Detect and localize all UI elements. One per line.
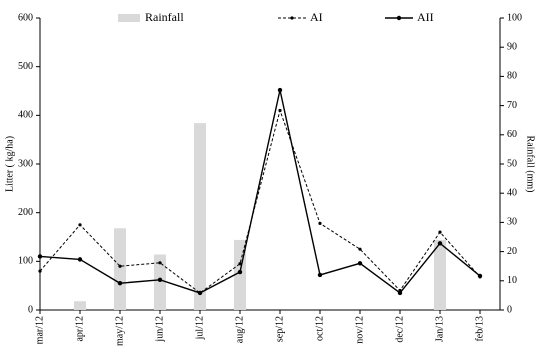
x-tick-label: jun/12 bbox=[154, 316, 165, 343]
y-tick-label: 600 bbox=[18, 12, 33, 23]
y-tick-label: 400 bbox=[18, 110, 33, 121]
marker bbox=[277, 87, 283, 93]
legend-marker bbox=[290, 16, 294, 20]
y2-axis-label: Rainfall (mm) bbox=[525, 136, 536, 193]
x-tick-label: aug/12 bbox=[234, 316, 245, 343]
y2-tick-label: 10 bbox=[507, 275, 517, 286]
y2-tick-label: 50 bbox=[507, 158, 517, 169]
marker bbox=[238, 262, 242, 266]
marker bbox=[77, 257, 83, 262]
y2-tick-label: 80 bbox=[507, 71, 517, 82]
legend-label: Rainfall bbox=[145, 10, 184, 24]
x-tick-label: mar/12 bbox=[34, 316, 45, 344]
marker bbox=[118, 264, 122, 268]
marker bbox=[357, 261, 363, 266]
bar bbox=[154, 254, 166, 310]
y2-tick-label: 0 bbox=[507, 304, 512, 315]
bar bbox=[114, 228, 126, 310]
y2-tick-label: 70 bbox=[507, 100, 517, 111]
y2-tick-label: 90 bbox=[507, 41, 517, 52]
y2-tick-label: 60 bbox=[507, 129, 517, 140]
y2-tick-label: 20 bbox=[507, 246, 517, 257]
line bbox=[39, 89, 481, 294]
marker bbox=[358, 247, 362, 251]
y2-tick-label: 40 bbox=[507, 187, 517, 198]
y2-tick-label: 30 bbox=[507, 217, 517, 228]
x-tick-label: oct/12 bbox=[314, 316, 325, 341]
bar bbox=[434, 239, 446, 310]
x-tick-label: sep/12 bbox=[274, 316, 285, 342]
x-tick-label: feb/13 bbox=[474, 316, 485, 342]
legend-swatch bbox=[118, 14, 140, 22]
x-tick-label: nov/12 bbox=[354, 316, 365, 344]
marker bbox=[477, 273, 483, 279]
y-tick-label: 100 bbox=[18, 256, 33, 267]
y-tick-label: 200 bbox=[18, 207, 33, 218]
bar bbox=[194, 123, 206, 311]
marker bbox=[158, 261, 162, 265]
marker bbox=[38, 269, 42, 273]
legend-label: AI bbox=[310, 10, 323, 24]
marker bbox=[317, 272, 323, 278]
x-tick-label: may/12 bbox=[114, 316, 125, 346]
marker bbox=[437, 241, 443, 246]
x-tick-label: dec/12 bbox=[394, 316, 405, 343]
marker bbox=[37, 254, 43, 259]
marker bbox=[157, 277, 163, 283]
legend-marker bbox=[396, 15, 402, 21]
marker bbox=[278, 108, 282, 113]
x-tick-label: Jan/13 bbox=[434, 316, 445, 342]
legend-label: AII bbox=[417, 10, 434, 24]
bar bbox=[74, 301, 86, 310]
marker bbox=[318, 221, 322, 225]
x-tick-label: jul/12 bbox=[194, 316, 205, 340]
marker bbox=[117, 281, 123, 286]
marker bbox=[78, 223, 82, 227]
line bbox=[39, 108, 481, 294]
marker bbox=[197, 290, 203, 296]
marker bbox=[237, 269, 243, 275]
y-tick-label: 300 bbox=[18, 158, 33, 169]
y-tick-label: 0 bbox=[28, 304, 33, 315]
marker bbox=[438, 230, 442, 234]
y-axis-label: Litter ( kg/ha) bbox=[4, 136, 15, 192]
y2-tick-label: 100 bbox=[507, 12, 522, 23]
y-tick-label: 500 bbox=[18, 61, 33, 72]
marker bbox=[397, 290, 403, 296]
x-tick-label: apr/12 bbox=[74, 316, 85, 342]
